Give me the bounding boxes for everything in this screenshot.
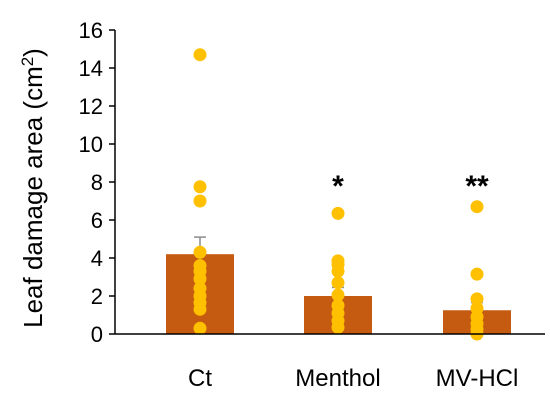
data-point xyxy=(193,302,207,316)
data-point xyxy=(193,321,207,335)
y-axis-label: Leaf damage area (cm2) xyxy=(18,48,48,328)
y-tick-label: 16 xyxy=(79,18,103,43)
data-point xyxy=(193,48,207,62)
data-point xyxy=(331,320,345,334)
y-axis-label-superscript: 2 xyxy=(18,57,37,66)
y-tick-label: 14 xyxy=(79,56,103,81)
data-point xyxy=(193,180,207,194)
data-points-group xyxy=(193,48,484,341)
y-axis: 0 2 4 6 8 10 12 14 16 xyxy=(79,18,116,347)
y-tick-label: 4 xyxy=(91,246,103,271)
x-tick-label-menthol: Menthol xyxy=(295,365,380,392)
data-point xyxy=(331,206,345,220)
data-point xyxy=(331,288,345,302)
data-point xyxy=(470,292,484,306)
significance-marker: ** xyxy=(465,170,489,203)
data-point xyxy=(470,200,484,214)
y-axis-label-close: ) xyxy=(18,48,48,57)
data-point xyxy=(331,276,345,290)
data-point xyxy=(331,264,345,278)
x-axis: Ct Menthol MV-HCl xyxy=(115,333,545,392)
y-tick-label: 8 xyxy=(91,170,103,195)
data-point xyxy=(193,245,207,259)
data-point xyxy=(193,272,207,286)
y-tick-label: 0 xyxy=(91,322,103,347)
significance-annotations: * ** xyxy=(332,170,489,203)
x-tick-label-ct: Ct xyxy=(188,365,212,392)
significance-marker: * xyxy=(332,170,344,203)
y-axis-label-main: Leaf damage area (cm xyxy=(18,66,48,328)
y-tick-label: 2 xyxy=(91,284,103,309)
x-tick-label-mv-hcl: MV-HCl xyxy=(436,365,519,392)
y-tick-label: 6 xyxy=(91,208,103,233)
y-tick-label: 12 xyxy=(79,94,103,119)
data-point xyxy=(470,267,484,281)
data-point xyxy=(193,194,207,208)
y-tick-label: 10 xyxy=(79,132,103,157)
